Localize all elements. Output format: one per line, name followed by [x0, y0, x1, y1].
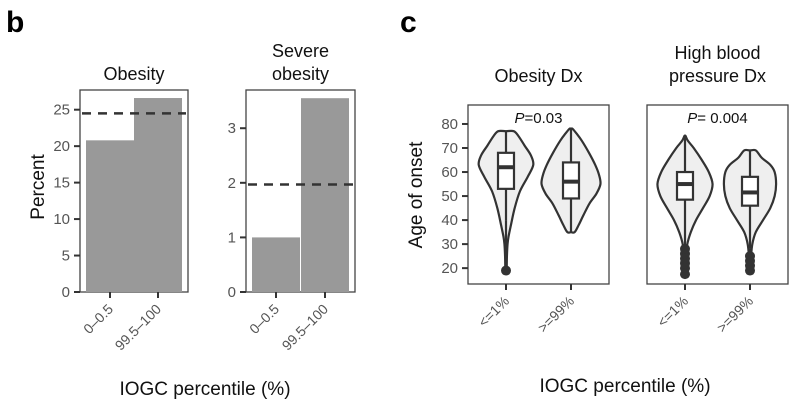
y-tick-label: 40: [441, 212, 458, 229]
panel-b-y-axis-title: Percent: [28, 154, 49, 220]
facet-1: Severe obesity 0 1 2 3 0–0.599.5–100: [228, 41, 356, 354]
p-symbol: P: [515, 110, 525, 127]
p-value-annotation: P= 0.004: [687, 110, 747, 127]
facet-0: Obesity 0 5 10 15 20 25 0–0.599.5–100: [53, 64, 189, 354]
plot-frame: [245, 89, 356, 293]
panel-c-x-axis-title: IOGC percentile (%): [539, 376, 710, 397]
facet-title: High blood: [674, 43, 760, 63]
facet-title: Severe: [272, 41, 329, 61]
bar: [301, 98, 349, 293]
panel-c-letter: c: [400, 6, 417, 39]
facet-title: pressure Dx: [669, 66, 766, 86]
y-tick-label: 70: [441, 140, 458, 157]
facet-title: Obesity Dx: [494, 66, 582, 86]
panel-b-letter: b: [6, 6, 24, 39]
x-tick-label: 0–0.5: [80, 301, 116, 337]
panel-c-y-axis-title: Age of onset: [406, 141, 427, 248]
y-tick-label: 20: [53, 138, 70, 155]
y-tick-label: 1: [228, 229, 236, 246]
bar: [252, 237, 300, 292]
plot-frame: [646, 104, 789, 285]
y-tick-label: 80: [441, 116, 458, 133]
p-value-annotation: P=0.03: [515, 110, 563, 127]
x-tick-label: <=1%: [654, 293, 691, 330]
bar: [86, 140, 134, 292]
x-tick-label: 0–0.5: [246, 301, 282, 337]
x-tick-label: 99.5–100: [112, 301, 165, 354]
y-tick-label: 30: [441, 236, 458, 253]
p-value: =0.03: [525, 110, 563, 127]
x-tick-label: >=99%: [713, 293, 756, 336]
y-tick-label: 15: [53, 175, 70, 192]
p-symbol: P: [687, 110, 697, 127]
x-tick-label: <=1%: [475, 293, 512, 330]
outlier-point: [745, 251, 755, 262]
y-tick-label: 50: [441, 188, 458, 205]
facet-2: Obesity Dx 20 30 40 50 60 70 80 <=1% >=99% P=0.03: [441, 66, 610, 336]
facet-title: obesity: [272, 64, 329, 84]
panel-b-x-axis-title: IOGC percentile (%): [119, 379, 290, 400]
outlier-point: [680, 243, 690, 254]
outlier-point: [501, 265, 511, 276]
y-tick-label: 20: [441, 260, 458, 277]
facet-title: Obesity: [103, 64, 164, 84]
y-tick-label: 3: [228, 120, 236, 137]
facet-3: High blood pressure Dx <=1% >=99% P= 0.004: [646, 43, 789, 336]
y-tick-label: 10: [53, 211, 70, 228]
y-tick-label: 0: [228, 284, 236, 301]
bar: [134, 98, 182, 292]
plot-frame: [467, 104, 610, 285]
iqr-box: [496, 151, 516, 190]
y-tick-label: 2: [228, 175, 236, 192]
y-tick-label: 25: [53, 102, 70, 119]
x-tick-label: >=99%: [534, 293, 577, 336]
y-tick-label: 60: [441, 164, 458, 181]
y-tick-label: 5: [62, 248, 70, 265]
y-tick-label: 0: [62, 284, 70, 301]
p-value: = 0.004: [697, 110, 747, 127]
x-tick-label: 99.5–100: [279, 301, 332, 354]
